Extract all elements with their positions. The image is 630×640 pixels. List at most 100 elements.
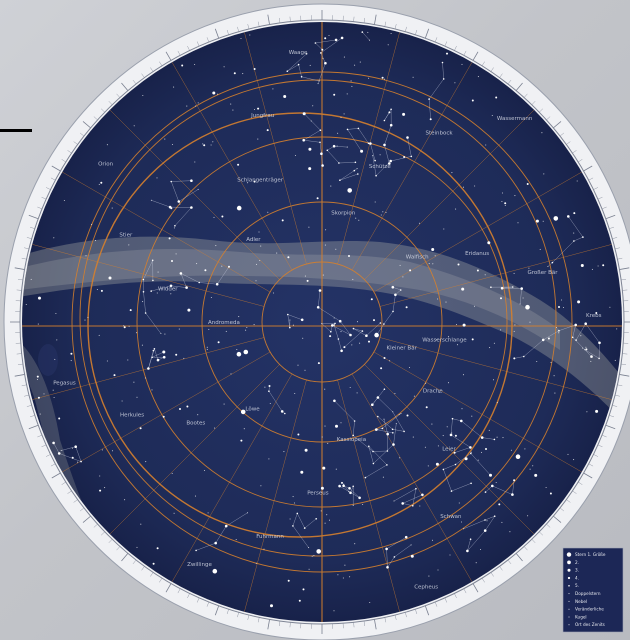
star [373,319,375,322]
star [84,319,86,321]
star [160,332,162,335]
star [343,346,346,349]
star [202,143,204,145]
star [371,403,374,407]
star [70,352,73,355]
star [511,286,514,288]
star [504,202,507,205]
star [178,328,180,330]
star [470,452,472,455]
star [322,466,326,470]
star [469,446,472,449]
star [52,441,55,445]
star [375,428,378,431]
star [367,31,369,33]
star [101,449,103,451]
star [197,102,199,104]
star [406,136,409,139]
star [474,185,476,187]
star [365,334,368,338]
constellation-label: Orion [98,162,113,168]
star [493,515,496,517]
star [368,39,371,41]
star [308,226,310,228]
star [598,357,600,360]
star [245,329,247,331]
star [150,199,152,201]
star [243,428,245,430]
star [331,324,334,327]
star [341,481,343,484]
star [187,308,191,312]
star [349,333,352,337]
star [495,481,497,484]
star [486,520,488,522]
star [391,428,394,431]
legend-symbol [568,616,570,618]
legend-label: 5. [575,583,579,588]
star [536,360,538,363]
star [340,349,343,353]
star [432,263,434,265]
legend-symbol [568,600,570,602]
star [501,521,503,523]
star [542,220,544,222]
star [318,80,320,82]
star [174,225,176,227]
legend-symbol [568,585,570,587]
star [532,465,534,467]
star [595,312,598,314]
star [376,396,380,399]
star [349,491,352,495]
legend-symbol [568,608,570,610]
star [287,579,290,582]
star [111,450,114,452]
star [567,215,570,218]
star [270,604,273,608]
star [156,358,160,362]
star [476,269,479,272]
star [342,484,345,488]
star [303,527,306,529]
star [173,86,175,88]
star [550,361,552,364]
star [186,105,188,107]
star [575,339,577,341]
star [496,402,498,404]
star [388,111,391,114]
star [253,324,255,326]
star [85,255,87,257]
star [90,223,93,225]
star [451,172,453,174]
star [96,288,98,291]
star [321,48,324,51]
star [334,322,336,325]
star [139,427,142,430]
legend-symbol [568,624,570,626]
star [304,448,308,452]
star [584,322,587,326]
star [194,495,197,497]
star [352,504,354,507]
constellation-label: Krebs [586,313,602,319]
rim-ticks [10,10,630,634]
star [186,405,189,408]
star [529,321,531,323]
star [573,212,576,215]
star [289,326,291,329]
star [385,547,388,551]
star [403,430,405,433]
star [455,208,457,210]
star [289,319,291,321]
star [462,323,466,327]
star [321,164,324,167]
star [445,301,447,303]
star [286,70,289,72]
star [198,281,200,284]
star [276,252,278,254]
star [545,486,547,489]
star [379,322,382,324]
star [316,549,322,554]
star [292,525,294,527]
